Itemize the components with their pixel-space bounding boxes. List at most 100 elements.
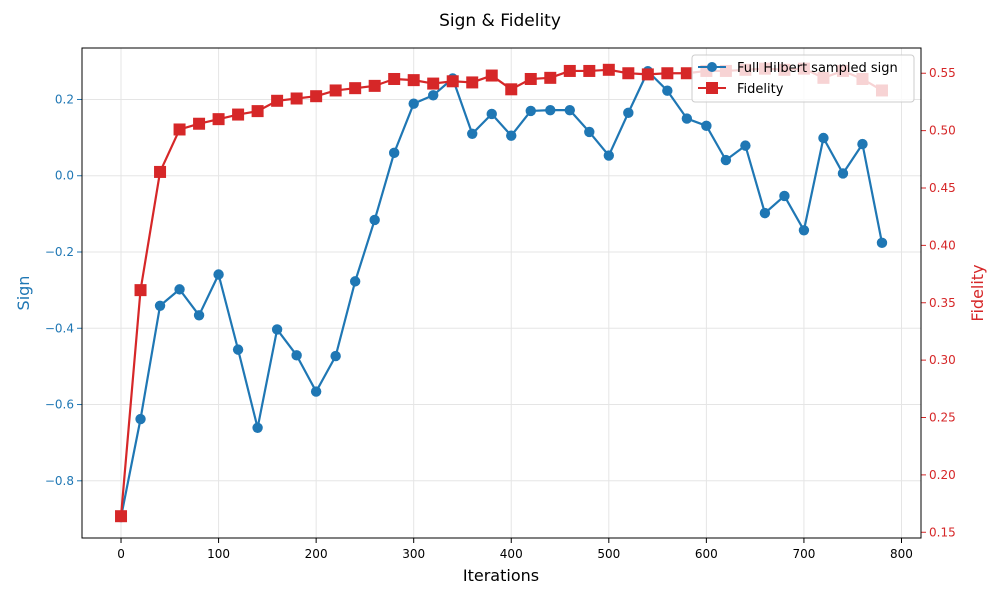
sign-point: [837, 168, 849, 179]
fidelity-point: [427, 77, 440, 90]
sign-point: [720, 154, 732, 166]
sign-point: [662, 85, 673, 96]
legend: Full Hilbert sampled sign Fidelity: [691, 54, 915, 103]
left-y-axis-ticks: −0.8 −0.6 −0.4 −0.2 0.0 0.2: [45, 92, 82, 488]
sign-point: [369, 214, 380, 226]
sign-point: [408, 98, 419, 109]
sign-point: [467, 128, 478, 139]
fidelity-point: [134, 284, 147, 297]
left-y-tick-label: 0.2: [55, 92, 74, 106]
series-layer: [115, 62, 888, 523]
right-y-tick-label: 0.55: [929, 66, 956, 80]
sign-point: [506, 130, 517, 141]
sign-point: [135, 413, 146, 425]
sign-point: [349, 276, 361, 287]
sign-point: [740, 140, 751, 151]
fidelity-point: [524, 72, 537, 85]
fidelity-point: [193, 117, 206, 130]
fidelity-point: [583, 64, 596, 77]
fidelity-point: [310, 90, 323, 103]
sign-point: [271, 324, 283, 335]
fidelity-point: [232, 108, 245, 121]
fidelity-point: [349, 82, 362, 95]
x-tick-label: 800: [890, 547, 913, 561]
right-y-tick-label: 0.30: [929, 353, 956, 367]
fidelity-point: [173, 123, 186, 136]
right-y-tick-label: 0.25: [929, 411, 956, 425]
sign-point: [310, 386, 322, 397]
fidelity-point: [115, 510, 128, 523]
x-tick-label: 400: [500, 547, 523, 561]
sign-point: [154, 300, 166, 311]
sign-point: [486, 108, 497, 120]
sign-point: [779, 190, 790, 202]
left-y-axis-label: Sign: [14, 276, 33, 311]
sign-point: [623, 107, 634, 119]
sign-point: [701, 120, 712, 131]
x-axis-label: Iterations: [463, 566, 539, 585]
legend-sign-marker: [707, 62, 717, 72]
legend-fidelity-label: Fidelity: [737, 82, 784, 97]
sign-point: [525, 105, 536, 117]
fidelity-point: [251, 105, 264, 118]
sign-point: [428, 90, 439, 101]
x-axis-ticks: 0 100 200 300 400 500 600 700 800: [117, 538, 913, 561]
fidelity-point: [407, 74, 420, 87]
sign-point: [584, 126, 595, 138]
sign-series-line: [119, 70, 884, 518]
right-y-axis-ticks: 0.15 0.20 0.25 0.30 0.35 0.40 0.45 0.50 0.55: [921, 66, 956, 539]
right-y-tick-label: 0.20: [929, 468, 956, 482]
fidelity-point: [680, 67, 693, 80]
legend-box: [691, 54, 915, 103]
plot-frame: [81, 47, 922, 539]
sign-point: [759, 207, 771, 219]
fidelity-point: [544, 71, 557, 84]
fidelity-point: [622, 67, 635, 80]
sign-point: [545, 104, 556, 116]
right-y-tick-label: 0.35: [929, 296, 956, 310]
x-tick-label: 700: [792, 547, 815, 561]
fidelity-point: [641, 68, 654, 81]
sign-point: [330, 350, 341, 362]
fidelity-point: [661, 67, 674, 80]
x-tick-label: 500: [597, 547, 620, 561]
left-y-tick-label: −0.4: [45, 321, 74, 335]
chart-title: Sign & Fidelity: [439, 11, 561, 31]
left-y-tick-label: −0.6: [45, 398, 74, 412]
left-y-tick-label: −0.8: [45, 474, 74, 488]
legend-fidelity-marker: [706, 82, 718, 94]
fidelity-point: [563, 64, 576, 77]
grid-lines: [82, 48, 921, 538]
right-y-tick-label: 0.45: [929, 181, 956, 195]
right-y-tick-label: 0.40: [929, 238, 956, 252]
sign-point: [603, 150, 615, 161]
fidelity-point: [368, 79, 381, 92]
fidelity-point: [329, 84, 342, 97]
x-tick-label: 300: [402, 547, 425, 561]
x-tick-label: 100: [207, 547, 230, 561]
sign-point: [232, 344, 244, 355]
left-y-tick-label: −0.2: [45, 245, 74, 259]
fidelity-point: [466, 76, 479, 89]
sign-point: [213, 269, 224, 280]
sign-point: [798, 225, 810, 236]
right-y-axis-label: Fidelity: [968, 264, 987, 321]
sign-point: [291, 350, 302, 361]
x-tick-label: 600: [695, 547, 718, 561]
x-tick-label: 0: [117, 547, 125, 561]
left-y-tick-label: 0.0: [55, 169, 74, 183]
fidelity-point: [388, 72, 401, 85]
legend-sign-label: Full Hilbert sampled sign: [737, 61, 898, 76]
fidelity-point: [485, 69, 498, 82]
sign-point: [252, 422, 263, 433]
sign-point: [174, 284, 185, 295]
sign-point: [388, 147, 400, 159]
fidelity-point: [290, 92, 303, 105]
fidelity-point: [602, 63, 615, 76]
fidelity-series-line: [119, 67, 883, 517]
fidelity-point: [505, 83, 518, 96]
sign-point: [876, 237, 888, 249]
right-y-tick-label: 0.50: [929, 124, 956, 138]
sign-point: [564, 104, 575, 116]
